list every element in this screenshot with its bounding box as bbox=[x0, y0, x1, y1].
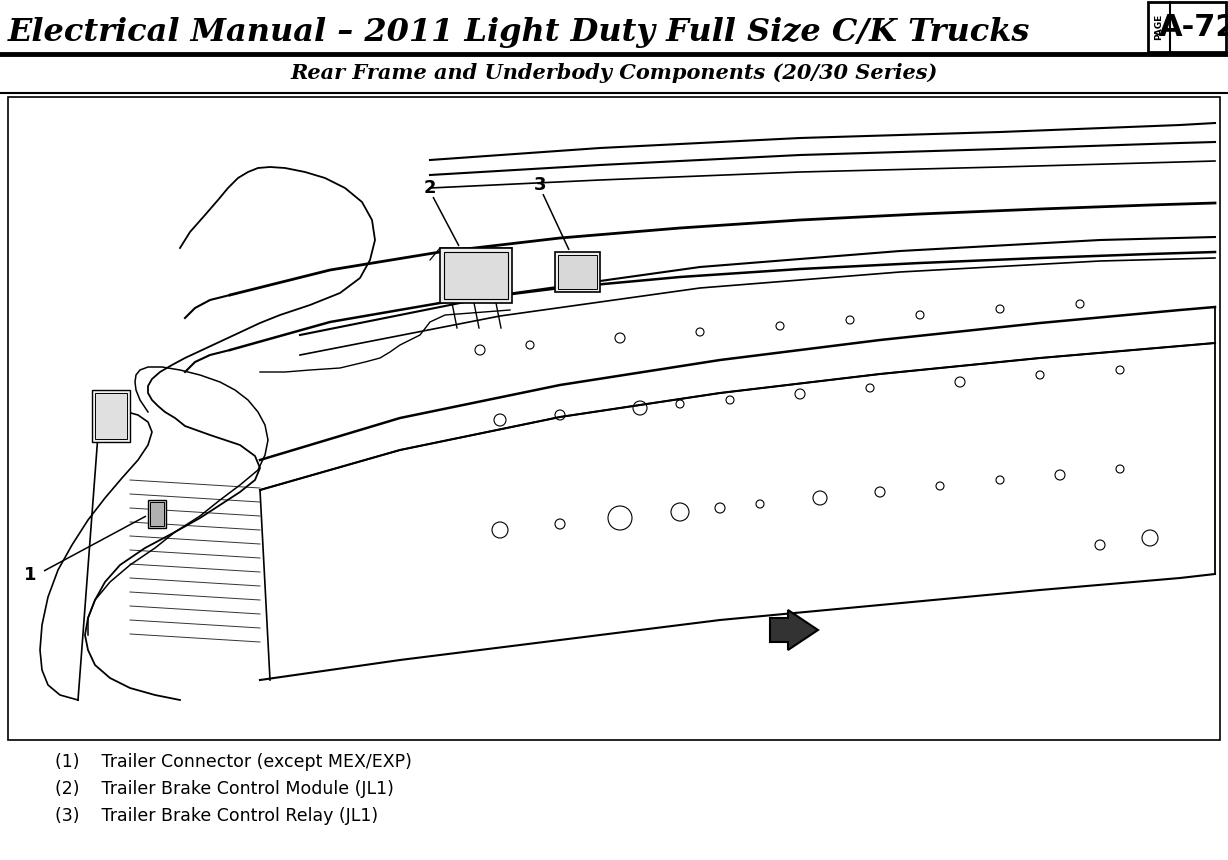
Bar bbox=[1148, 2, 1226, 52]
Text: Rear Frame and Underbody Components (20/30 Series): Rear Frame and Underbody Components (20/… bbox=[290, 63, 938, 83]
Bar bbox=[92, 390, 130, 442]
Text: 3: 3 bbox=[534, 176, 546, 194]
Text: PAGE: PAGE bbox=[1154, 14, 1163, 40]
Text: (2)    Trailer Brake Control Module (JL1): (2) Trailer Brake Control Module (JL1) bbox=[55, 780, 394, 798]
Bar bbox=[445, 252, 508, 299]
Text: (1)    Trailer Connector (except MEX/EXP): (1) Trailer Connector (except MEX/EXP) bbox=[55, 753, 411, 771]
Bar bbox=[149, 500, 166, 528]
Text: A-72: A-72 bbox=[1159, 13, 1228, 41]
Bar bbox=[9, 97, 1219, 740]
Bar bbox=[558, 255, 597, 289]
Text: 2: 2 bbox=[424, 179, 436, 197]
Bar bbox=[150, 502, 165, 526]
Bar bbox=[440, 248, 512, 303]
Bar bbox=[555, 252, 600, 292]
Text: Electrical Manual – 2011 Light Duty Full Size C/K Trucks: Electrical Manual – 2011 Light Duty Full… bbox=[9, 17, 1030, 48]
Text: (3)    Trailer Brake Control Relay (JL1): (3) Trailer Brake Control Relay (JL1) bbox=[55, 807, 378, 825]
Text: 1: 1 bbox=[23, 566, 37, 584]
Bar bbox=[95, 393, 126, 439]
Polygon shape bbox=[770, 610, 818, 650]
